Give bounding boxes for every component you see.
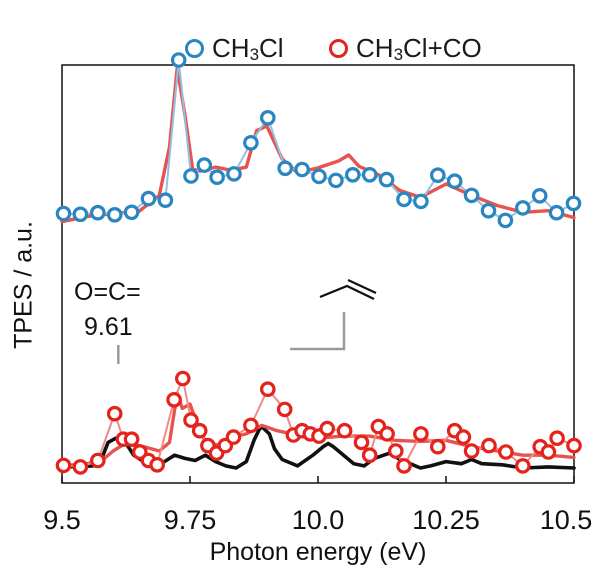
data-point: [276, 401, 293, 418]
data-point: [361, 447, 378, 463]
legend-marker-ch3cl: [185, 38, 204, 58]
data-point: [123, 431, 140, 447]
data-point: [106, 405, 123, 422]
data-point: [429, 438, 446, 455]
data-point: [498, 444, 514, 460]
data-point: [565, 195, 582, 212]
data-point: [463, 187, 480, 204]
data-point: [497, 212, 514, 229]
data-point: [540, 444, 557, 460]
data-point: [514, 458, 531, 474]
data-point: [149, 456, 165, 473]
data-point: [72, 206, 89, 223]
data-point: [548, 204, 565, 221]
data-point: [183, 168, 199, 184]
annotation-oco-value: 9.61: [84, 313, 133, 341]
data-point: [549, 430, 565, 446]
data-point: [55, 457, 72, 474]
tick-layer: [61, 476, 575, 483]
data-point: [243, 135, 259, 151]
data-point: [209, 169, 225, 185]
y-axis-label: TPES / a.u.: [9, 221, 38, 349]
data-point: [336, 422, 353, 439]
data-point: [413, 193, 429, 210]
allyl-pointer-line: [290, 312, 346, 351]
data-point: [429, 167, 446, 183]
data-point: [328, 172, 344, 189]
data-point: [413, 426, 429, 442]
data-point: [379, 426, 395, 442]
data-point: [361, 167, 378, 183]
data-point: [481, 437, 497, 454]
data-point: [191, 422, 208, 439]
legend-entry-ch3cl-co: CH3Cl+CO: [329, 30, 482, 66]
x-tick-label: 9.75: [163, 505, 217, 535]
data-point: [566, 437, 582, 454]
data-point: [463, 443, 480, 459]
data-point: [311, 168, 327, 185]
annotation-layer: [117, 279, 377, 364]
allyl-double-bond: [347, 279, 377, 294]
data-point: [277, 160, 293, 177]
x-tick-label: 9.5: [43, 505, 81, 535]
data-point: [396, 458, 412, 474]
data-point: [446, 173, 463, 189]
data-point: [166, 391, 182, 408]
plot-frame: [61, 64, 575, 484]
data-point: [106, 207, 123, 223]
data-point: [140, 190, 157, 207]
data-point: [259, 110, 276, 126]
data-point: [531, 188, 548, 204]
legend-label-ch3cl: CH3Cl: [212, 32, 284, 64]
data-point: [353, 434, 370, 451]
data-point: [55, 205, 72, 222]
series-line-0: [62, 59, 575, 222]
data-point: [226, 166, 242, 182]
data-point: [396, 191, 412, 208]
data-point: [387, 443, 404, 459]
data-point: [259, 381, 276, 397]
legend-marker-ch3cl-co: [329, 38, 348, 58]
data-point: [157, 192, 174, 208]
annotation-oco-label: O=C=: [74, 278, 141, 306]
data-point: [514, 200, 531, 216]
data-point: [90, 452, 106, 469]
data-point: [294, 161, 310, 178]
data-point: [90, 204, 106, 221]
series-line-1: [60, 66, 576, 224]
data-point: [455, 429, 472, 445]
data-point: [344, 167, 361, 183]
allyl-structure-icon: [319, 284, 375, 300]
x-tick-label: 10.0: [291, 505, 345, 535]
legend-label-ch3cl-co: CH3Cl+CO: [356, 32, 482, 64]
data-point: [72, 459, 89, 475]
data-point: [196, 157, 213, 173]
data-point: [170, 52, 187, 68]
data-point: [123, 204, 140, 221]
data-point: [243, 417, 259, 434]
data-point: [319, 420, 335, 437]
legend-entry-ch3cl: CH3Cl: [185, 30, 284, 66]
x-axis-label: Photon energy (eV): [209, 538, 427, 566]
data-point: [183, 412, 199, 428]
series-layer: [55, 52, 582, 475]
data-point: [378, 171, 395, 188]
x-tick-label: 10.5: [539, 505, 593, 535]
data-point: [225, 429, 242, 445]
x-tick-label: 10.25: [412, 505, 480, 535]
data-point: [480, 202, 497, 219]
data-point: [175, 370, 191, 387]
